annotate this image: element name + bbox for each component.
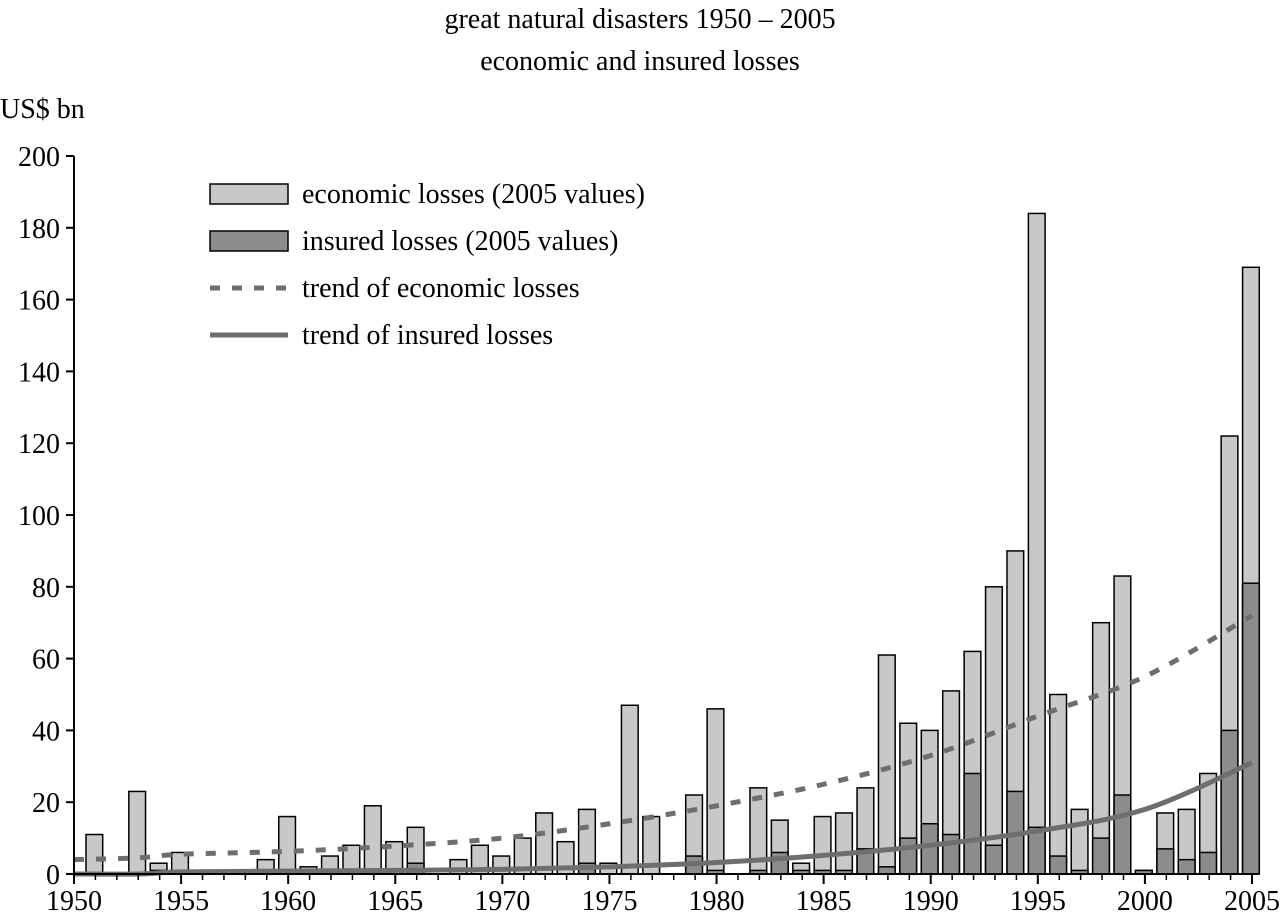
x-tick-label-1995: 1995 xyxy=(1010,886,1066,917)
x-tick-label-1980: 1980 xyxy=(689,886,745,917)
insured-bar-1989 xyxy=(899,837,918,875)
chart-subtitle: economic and insured losses xyxy=(480,46,800,77)
y-tick-label-200: 200 xyxy=(18,142,60,173)
y-tick-label-80: 80 xyxy=(32,573,60,604)
insured-bar-2001 xyxy=(1156,848,1175,875)
insured-bar-2003 xyxy=(1198,851,1218,875)
insured-bar-1996 xyxy=(1049,855,1068,875)
economic-bar-1995 xyxy=(1027,212,1046,875)
trend-lines-layer xyxy=(73,613,1254,877)
y-tick-label-0: 0 xyxy=(46,860,60,891)
economic-bar-1985 xyxy=(813,815,832,875)
economic-bar-1960 xyxy=(278,815,297,875)
x-tick-label-2000: 2000 xyxy=(1117,886,1173,917)
x-tick-label-1985: 1985 xyxy=(796,886,852,917)
economic-bar-1951 xyxy=(85,833,104,875)
trend-line-insured xyxy=(73,760,1253,877)
x-tick-label-1990: 1990 xyxy=(903,886,959,917)
economic-bar-1998 xyxy=(1091,621,1111,875)
x-tick-label-2005: 2005 xyxy=(1224,886,1280,917)
trend-line-economic xyxy=(73,613,1254,863)
insured-bar-2002 xyxy=(1177,858,1196,875)
x-tick-label-1975: 1975 xyxy=(581,886,637,917)
x-tick-label-1970: 1970 xyxy=(474,886,530,917)
economic-bar-1953 xyxy=(128,790,147,875)
bars-layer xyxy=(85,212,1261,875)
insured-bar-1988 xyxy=(877,866,896,875)
legend-label-0: economic losses (2005 values) xyxy=(302,179,645,210)
y-tick-label-100: 100 xyxy=(18,501,60,532)
y-tick-label-140: 140 xyxy=(18,357,60,388)
insured-bar-1990 xyxy=(920,822,939,875)
legend-label-3: trend of insured losses xyxy=(302,320,553,351)
y-tick-label-40: 40 xyxy=(32,716,60,747)
legend-label-2: trend of economic losses xyxy=(302,273,580,304)
economic-bar-1980 xyxy=(706,708,725,875)
economic-bar-1988 xyxy=(877,654,896,875)
x-tick-label-1965: 1965 xyxy=(367,886,423,917)
insured-bar-1999 xyxy=(1113,794,1132,875)
legend: economic losses (2005 values) insured los… xyxy=(209,179,645,351)
economic-bar-1972 xyxy=(535,812,554,875)
economic-bar-1996 xyxy=(1049,693,1068,875)
x-tick-label-1950: 1950 xyxy=(46,886,102,917)
insured-bar-1998 xyxy=(1091,837,1111,875)
economic-bar-1964 xyxy=(363,805,382,875)
chart-title: great natural disasters 1950 – 2005 xyxy=(444,4,836,35)
y-tick-label-60: 60 xyxy=(32,645,60,676)
insured-bar-2004 xyxy=(1220,729,1239,875)
legend-swatch-0 xyxy=(209,183,289,205)
y-tick-label-20: 20 xyxy=(32,788,60,819)
x-tick-label-1960: 1960 xyxy=(260,886,316,917)
insured-bar-1993 xyxy=(984,844,1004,875)
axes-layer: 0 20 40 60 80 100 120 140 160 180 200 1950 1955 1960 1… xyxy=(18,142,1280,917)
economic-bar-1986 xyxy=(834,812,854,875)
insured-bar-1983 xyxy=(770,851,789,875)
legend-swatch-1 xyxy=(209,230,289,252)
y-tick-label-160: 160 xyxy=(18,286,60,317)
economic-bar-1997 xyxy=(1070,808,1089,875)
insured-bar-1992 xyxy=(963,772,982,875)
economic-bar-1976 xyxy=(620,704,639,875)
legend-label-1: insured losses (2005 values) xyxy=(302,226,619,257)
y-tick-label-120: 120 xyxy=(18,429,60,460)
y-axis-label: US$ bn xyxy=(0,94,85,125)
insured-bar-2005 xyxy=(1241,582,1261,875)
y-tick-label-180: 180 xyxy=(18,214,60,245)
x-tick-label-1955: 1955 xyxy=(153,886,209,917)
